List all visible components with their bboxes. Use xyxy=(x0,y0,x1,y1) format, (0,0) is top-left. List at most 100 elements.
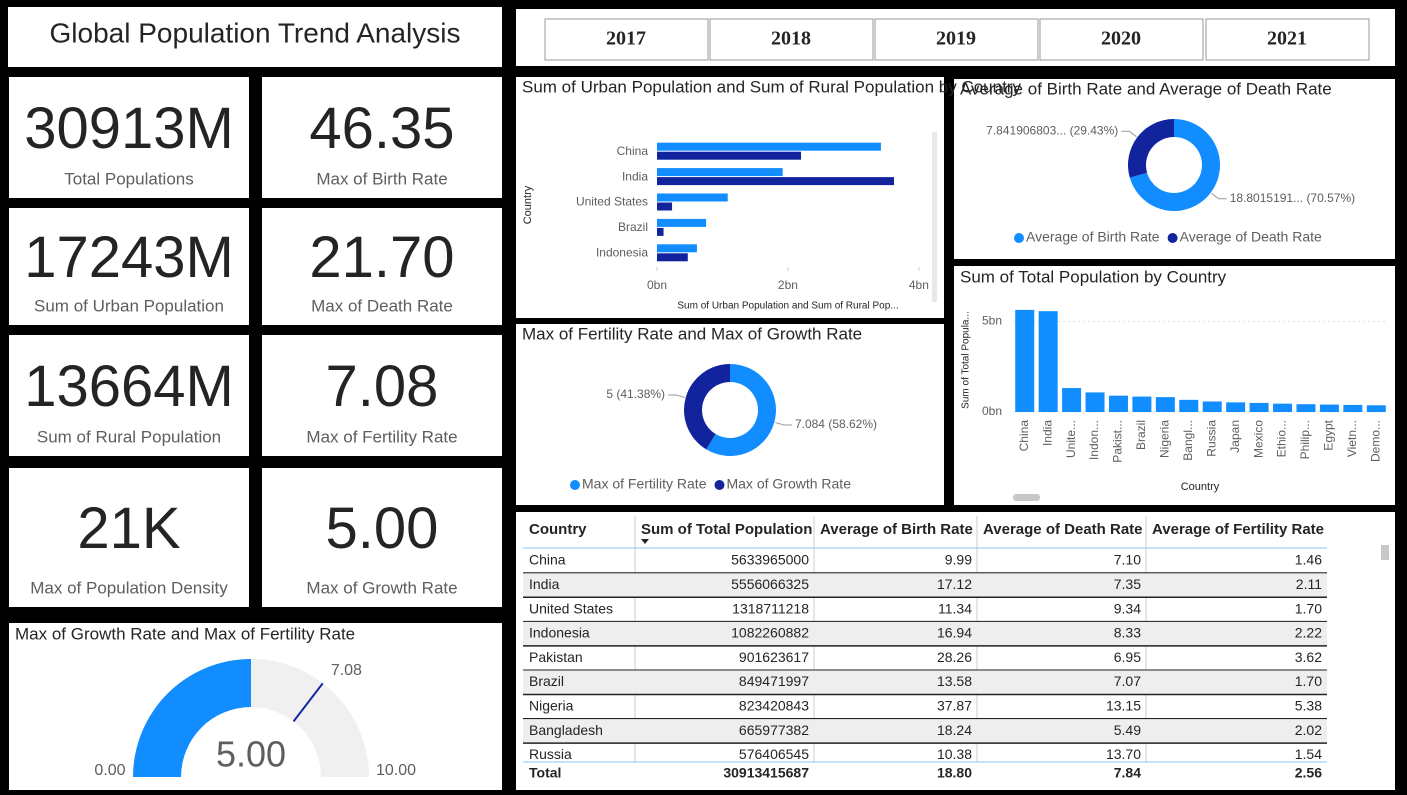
bar xyxy=(657,202,673,211)
x-tick-label: Unite... xyxy=(1064,420,1078,458)
bar xyxy=(1343,404,1363,412)
title-panel xyxy=(8,7,502,67)
total-cell: 30913415687 xyxy=(723,765,809,781)
bar xyxy=(657,193,728,202)
cell: 28.26 xyxy=(937,649,972,665)
chart-title: Max of Growth Rate and Max of Fertility … xyxy=(15,624,355,643)
y-tick-label: India xyxy=(622,169,648,183)
card-value: 21.70 xyxy=(309,225,454,290)
column-header[interactable]: Average of Birth Rate xyxy=(820,521,973,538)
cell: 17.12 xyxy=(937,576,972,592)
cell: 3.62 xyxy=(1295,649,1322,665)
y-tick-label: 5bn xyxy=(982,313,1002,327)
slicer-button[interactable] xyxy=(544,18,709,61)
chart-title: Average of Birth Rate and Average of Dea… xyxy=(960,79,1332,98)
column-header[interactable]: Average of Fertility Rate xyxy=(1152,521,1324,538)
y-tick-label: United States xyxy=(576,195,648,209)
cell: 7.07 xyxy=(1114,673,1141,689)
x-tick-label: Philip... xyxy=(1298,420,1312,459)
page-title: Global Population Trend Analysis xyxy=(50,17,461,48)
slicer-label: 2020 xyxy=(1101,28,1141,50)
row-shade xyxy=(523,719,1327,744)
x-tick-label: Vietn... xyxy=(1345,420,1359,457)
cell: 9.34 xyxy=(1114,600,1141,616)
data-label: 7.084 (58.62%) xyxy=(795,417,877,431)
x-axis-title: Country xyxy=(1181,481,1220,493)
scrollbar[interactable] xyxy=(1013,494,1040,501)
leader-line xyxy=(1211,192,1227,200)
card-value: 30913M xyxy=(24,96,234,161)
card-value: 13664M xyxy=(24,354,234,419)
leader-line xyxy=(1121,130,1137,138)
card-label: Max of Fertility Rate xyxy=(306,427,457,446)
x-tick-label: Russia xyxy=(1204,420,1218,457)
card xyxy=(9,77,249,198)
x-tick-label: India xyxy=(1040,420,1054,446)
gauge-fill xyxy=(133,659,251,777)
legend-marker xyxy=(714,480,725,490)
cell: 11.34 xyxy=(938,600,972,616)
bar xyxy=(1296,404,1316,412)
cell: 18.24 xyxy=(937,722,972,738)
cell: 1.70 xyxy=(1295,673,1322,689)
bar xyxy=(657,142,881,151)
slicer-button[interactable] xyxy=(874,18,1039,61)
donut-slice xyxy=(683,364,730,450)
card-label: Total Populations xyxy=(64,169,193,188)
slicer-button[interactable] xyxy=(1039,18,1204,61)
cell: China xyxy=(529,552,566,568)
bar xyxy=(1155,397,1175,412)
y-tick-label: Indonesia xyxy=(596,245,648,259)
donut-slice xyxy=(1129,119,1220,212)
cell: Indonesia xyxy=(529,625,590,641)
legend-label: Max of Fertility Rate xyxy=(582,476,707,492)
bar xyxy=(1038,311,1058,412)
card-value: 21K xyxy=(77,496,181,561)
x-tick-label: Japan xyxy=(1228,420,1242,453)
row-shade xyxy=(523,670,1327,695)
column-header[interactable]: Country xyxy=(529,521,587,538)
bar xyxy=(657,227,664,236)
slicer-label: 2017 xyxy=(606,28,646,50)
bar xyxy=(1273,403,1293,412)
leader-line xyxy=(775,422,792,426)
card-label: Max of Death Rate xyxy=(311,296,453,315)
card xyxy=(9,208,249,325)
cell: Russia xyxy=(529,746,572,762)
scrollbar[interactable] xyxy=(1381,545,1389,560)
card xyxy=(262,208,502,325)
bar xyxy=(1108,395,1128,412)
y-tick-label: Brazil xyxy=(618,220,648,234)
y-axis-title: Sum of Total Popula... xyxy=(961,311,972,409)
chart-title: Sum of Total Population by Country xyxy=(960,267,1227,286)
cell: 10.38 xyxy=(937,746,972,762)
slicer-button[interactable] xyxy=(709,18,874,61)
card-value: 46.35 xyxy=(309,96,454,161)
card-label: Sum of Urban Population xyxy=(34,296,224,315)
column-header[interactable]: Sum of Total Population xyxy=(641,521,812,538)
card-label: Max of Growth Rate xyxy=(306,578,457,597)
card-value: 17243M xyxy=(24,225,234,290)
cell: 16.94 xyxy=(937,625,972,641)
x-tick-label: Demo... xyxy=(1368,420,1382,462)
cell: Pakistan xyxy=(529,649,583,665)
slicer-button[interactable] xyxy=(1205,18,1370,61)
cell: 6.95 xyxy=(1114,649,1141,665)
cell: 849471997 xyxy=(739,673,809,689)
bar xyxy=(1015,309,1035,412)
column-header[interactable]: Average of Death Rate xyxy=(983,521,1143,538)
bar xyxy=(657,244,697,253)
x-tick-label: Mexico xyxy=(1251,420,1265,458)
donut-slice xyxy=(1128,119,1174,178)
cell: 665977382 xyxy=(739,722,809,738)
cell: Bangladesh xyxy=(529,722,603,738)
x-tick-label: Pakist... xyxy=(1111,420,1125,463)
data-label: 7.841906803... (29.43%) xyxy=(986,123,1118,137)
card xyxy=(262,77,502,198)
total-cell: 7.84 xyxy=(1114,765,1141,781)
legend-marker xyxy=(1167,233,1178,243)
total-bg xyxy=(523,762,1327,786)
bar xyxy=(1249,402,1269,412)
cell: 1.70 xyxy=(1295,600,1322,616)
